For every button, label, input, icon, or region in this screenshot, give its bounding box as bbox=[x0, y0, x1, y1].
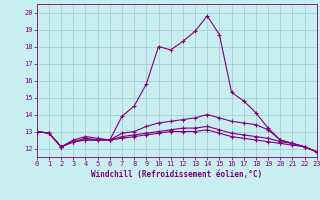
X-axis label: Windchill (Refroidissement éolien,°C): Windchill (Refroidissement éolien,°C) bbox=[91, 170, 262, 179]
